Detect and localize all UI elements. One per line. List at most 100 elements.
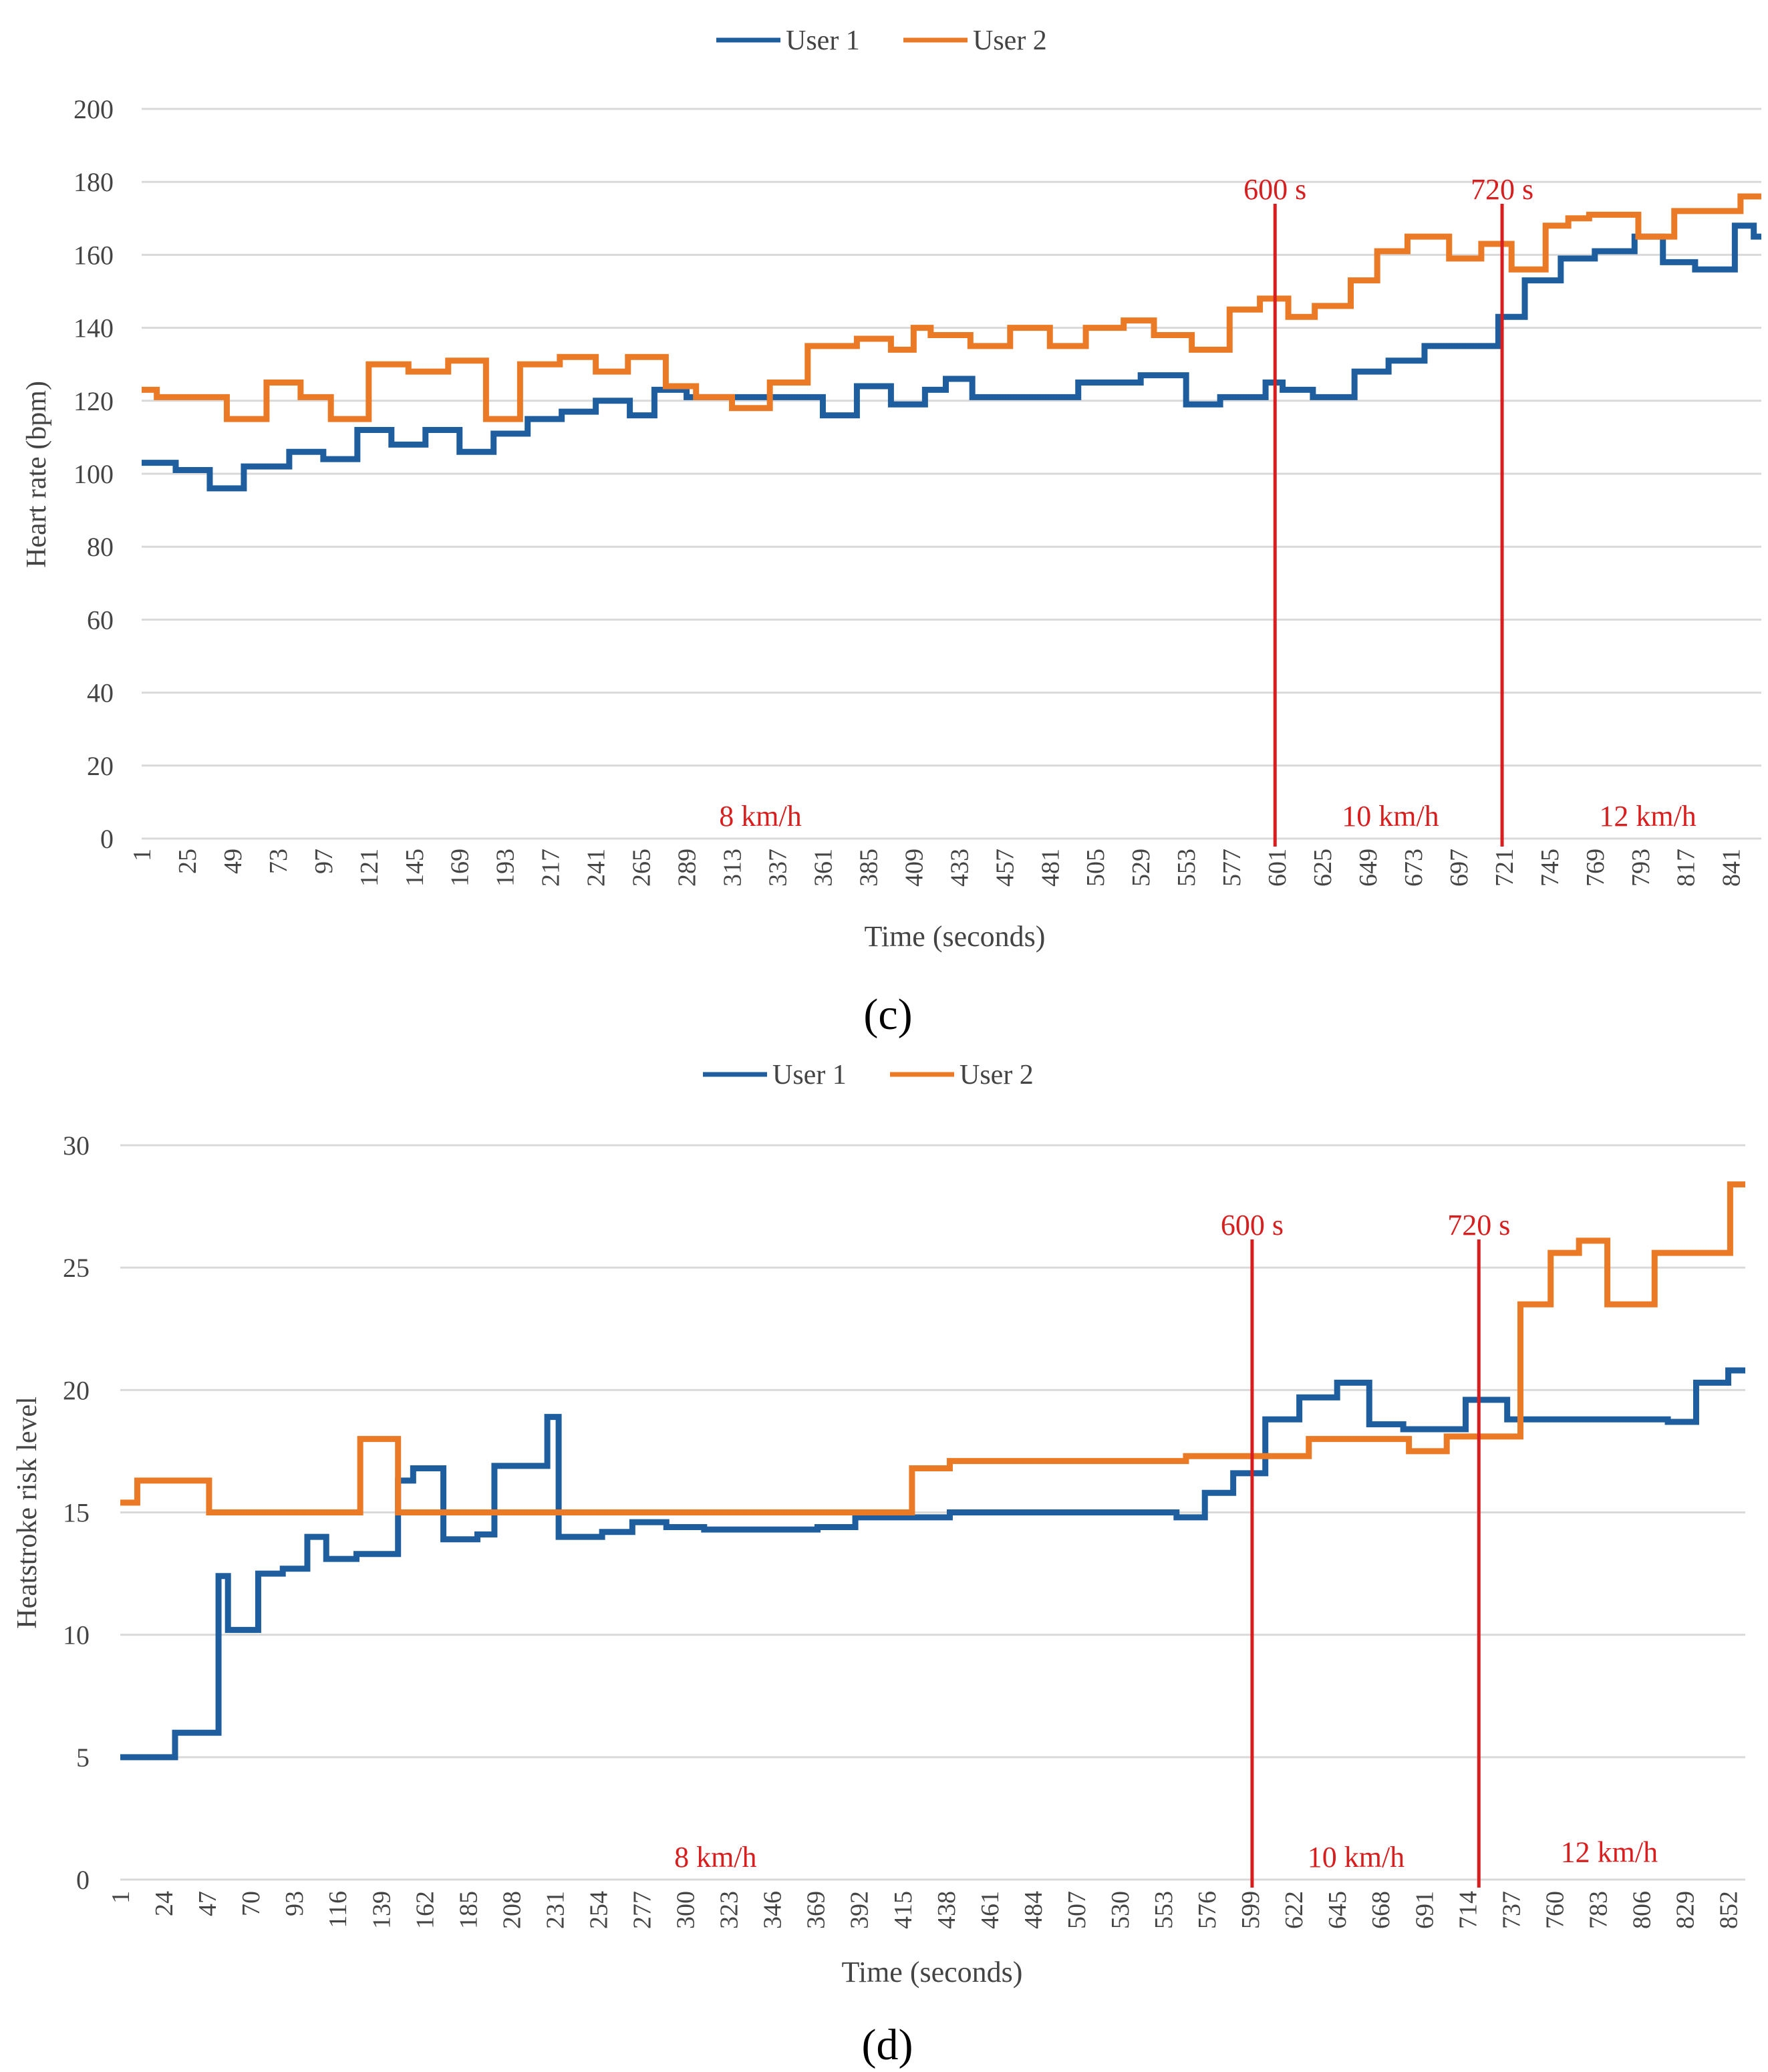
x-tick-label: 313 bbox=[719, 849, 747, 887]
x-tick-label: 645 bbox=[1324, 1891, 1352, 1929]
x-tick-label: 116 bbox=[324, 1891, 352, 1928]
x-tick-label: 577 bbox=[1218, 849, 1246, 887]
series-line-user-2 bbox=[120, 1181, 1745, 1515]
series-line-user-1 bbox=[142, 223, 1761, 492]
gridlines bbox=[120, 1144, 1745, 1881]
marker-lines: 600 s 720 s bbox=[1221, 1209, 1510, 1888]
x-tick-label: 217 bbox=[537, 849, 565, 887]
x-tick-label: 553 bbox=[1173, 849, 1201, 887]
y-axis-title: Heatstroke risk level bbox=[12, 1396, 43, 1629]
x-tick-label: 300 bbox=[672, 1891, 700, 1929]
x-tick-label: 507 bbox=[1063, 1891, 1091, 1929]
marker-lines: 600 s 720 s bbox=[1243, 173, 1533, 847]
series-lines bbox=[120, 1181, 1745, 1761]
y-tick-label: 20 bbox=[63, 1375, 90, 1405]
x-tick-label: 714 bbox=[1454, 1891, 1482, 1929]
x-tick-label: 829 bbox=[1672, 1891, 1700, 1929]
x-tick-label: 265 bbox=[628, 849, 656, 887]
gridlines bbox=[142, 108, 1761, 840]
x-tick-label: 145 bbox=[401, 849, 429, 887]
time-marker-label: 720 s bbox=[1471, 173, 1533, 206]
legend-label-user-2: User 2 bbox=[960, 1060, 1034, 1090]
x-tick-label: 139 bbox=[367, 1891, 396, 1929]
x-tick-label: 649 bbox=[1354, 849, 1382, 887]
x-tick-label: 553 bbox=[1150, 1891, 1178, 1929]
x-tick-label: 241 bbox=[583, 849, 611, 887]
x-tick-label: 323 bbox=[716, 1891, 744, 1929]
x-tick-label: 691 bbox=[1411, 1891, 1439, 1929]
x-tick-label: 24 bbox=[150, 1891, 178, 1916]
x-tick-label: 599 bbox=[1237, 1891, 1265, 1929]
time-marker-label: 600 s bbox=[1221, 1209, 1284, 1241]
legend-label-user-2: User 2 bbox=[973, 25, 1047, 56]
x-axis-title: Time (seconds) bbox=[865, 920, 1046, 953]
x-tick-label: 530 bbox=[1107, 1891, 1135, 1929]
x-tick-label: 415 bbox=[889, 1891, 917, 1929]
y-tick-label: 0 bbox=[100, 824, 114, 854]
x-tick-label: 852 bbox=[1715, 1891, 1743, 1929]
series-line-user-2 bbox=[142, 193, 1761, 422]
x-tick-label: 93 bbox=[281, 1891, 309, 1916]
x-tick-label: 673 bbox=[1400, 849, 1428, 887]
x-tick-label: 745 bbox=[1536, 849, 1564, 887]
x-tick-label: 806 bbox=[1628, 1891, 1656, 1929]
x-tick-label: 668 bbox=[1367, 1891, 1395, 1929]
y-axis-ticks: 0 5 10 15 20 25 30 bbox=[63, 1131, 90, 1895]
x-tick-label: 769 bbox=[1582, 849, 1610, 887]
x-tick-label: 760 bbox=[1541, 1891, 1569, 1929]
speed-label: 8 km/h bbox=[719, 800, 801, 833]
x-axis-title: Time (seconds) bbox=[842, 1956, 1023, 1988]
x-tick-label: 169 bbox=[446, 849, 474, 887]
y-tick-label: 10 bbox=[63, 1620, 90, 1650]
series-lines bbox=[142, 193, 1761, 492]
x-tick-label: 47 bbox=[194, 1891, 222, 1916]
series-line-user-1 bbox=[120, 1367, 1745, 1761]
x-tick-label: 361 bbox=[809, 849, 837, 887]
panel-label: (d) bbox=[862, 2021, 913, 2069]
speed-label: 12 km/h bbox=[1599, 800, 1696, 833]
x-tick-label: 121 bbox=[355, 849, 384, 887]
x-tick-label: 576 bbox=[1193, 1891, 1221, 1929]
x-tick-label: 697 bbox=[1445, 849, 1473, 887]
x-tick-label: 185 bbox=[454, 1891, 482, 1929]
x-tick-label: 369 bbox=[802, 1891, 831, 1929]
y-tick-label: 40 bbox=[87, 678, 114, 708]
y-tick-label: 80 bbox=[87, 532, 114, 562]
x-tick-label: 337 bbox=[764, 849, 792, 887]
y-axis-title: Heart rate (bpm) bbox=[21, 381, 52, 568]
x-tick-label: 1 bbox=[128, 849, 156, 861]
x-tick-label: 254 bbox=[585, 1891, 613, 1929]
x-tick-label: 817 bbox=[1672, 849, 1701, 887]
y-tick-label: 20 bbox=[87, 751, 114, 781]
x-tick-label: 73 bbox=[265, 849, 293, 874]
y-tick-label: 15 bbox=[63, 1498, 90, 1528]
y-tick-label: 180 bbox=[73, 167, 114, 197]
x-tick-label: 231 bbox=[541, 1891, 569, 1929]
y-tick-label: 25 bbox=[63, 1253, 90, 1283]
x-tick-label: 193 bbox=[492, 849, 520, 887]
time-marker-label: 720 s bbox=[1447, 1209, 1510, 1241]
x-tick-label: 737 bbox=[1497, 1891, 1525, 1929]
speed-annotations: 8 km/h 10 km/h 12 km/h bbox=[674, 1836, 1658, 1874]
x-tick-label: 484 bbox=[1020, 1891, 1048, 1929]
legend: User 1 User 2 bbox=[703, 1060, 1034, 1090]
x-tick-label: 346 bbox=[759, 1891, 787, 1929]
speed-annotations: 8 km/h 10 km/h 12 km/h bbox=[719, 800, 1697, 833]
x-tick-label: 25 bbox=[174, 849, 202, 874]
y-tick-label: 120 bbox=[73, 386, 114, 416]
heart-rate-chart: User 1 User 2 0 20 40 60 80 100 120 140 160 180 20… bbox=[21, 25, 1761, 1039]
y-axis-ticks: 0 20 40 60 80 100 120 140 160 180 200 bbox=[73, 94, 114, 854]
x-tick-label: 841 bbox=[1718, 849, 1746, 887]
x-tick-label: 97 bbox=[310, 849, 338, 874]
x-tick-label: 721 bbox=[1491, 849, 1519, 887]
x-tick-label: 70 bbox=[237, 1891, 265, 1916]
x-tick-label: 601 bbox=[1264, 849, 1292, 887]
x-tick-label: 457 bbox=[991, 849, 1019, 887]
x-tick-label: 208 bbox=[498, 1891, 526, 1929]
legend-label-user-1: User 1 bbox=[772, 1060, 847, 1090]
x-tick-label: 1 bbox=[107, 1891, 135, 1904]
x-axis-ticks: 1 24 47 70 93 116 139 162 185 208 231 254 277 300 323 3… bbox=[107, 1891, 1743, 1929]
speed-label: 12 km/h bbox=[1561, 1836, 1658, 1869]
